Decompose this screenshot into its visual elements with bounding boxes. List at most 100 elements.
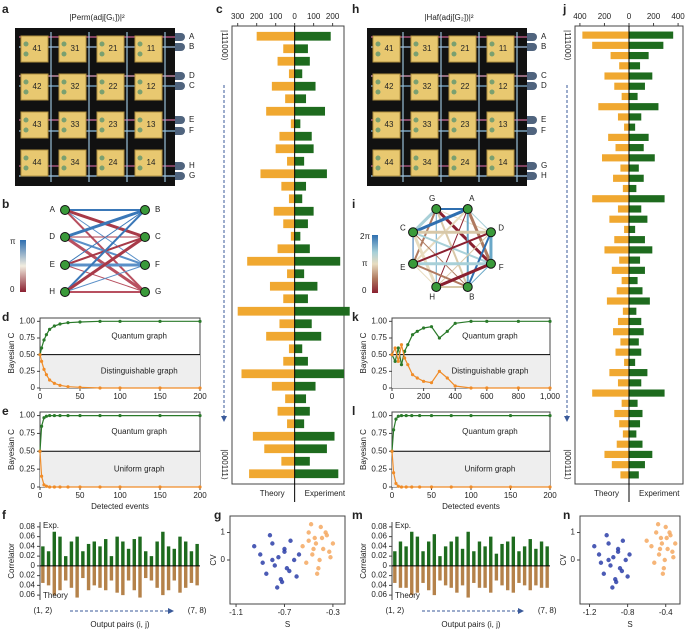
point [158, 413, 162, 418]
y-tick-label: 0.08 [371, 522, 387, 531]
x-tick-label: 100 [113, 491, 127, 500]
cell-label: 41 [33, 44, 42, 53]
point [437, 336, 441, 340]
bar [629, 440, 643, 448]
bar [614, 236, 629, 244]
bar [610, 51, 629, 60]
node [462, 281, 473, 292]
point [396, 346, 400, 350]
bar [620, 471, 629, 479]
plot-frame [231, 25, 345, 485]
cell-dot [413, 41, 419, 47]
cell [372, 149, 401, 177]
bar [294, 44, 308, 54]
bar [138, 536, 142, 566]
y-tick-label: 0.04 [19, 580, 35, 589]
point [306, 530, 311, 535]
node-label: D [498, 223, 504, 232]
bar [620, 338, 629, 346]
cell-label: 13 [147, 120, 156, 129]
point [610, 585, 615, 590]
point [78, 320, 82, 324]
bar [155, 541, 159, 566]
panel-label: i [352, 197, 355, 211]
x-tick-label: 200 [647, 12, 661, 21]
point [627, 552, 632, 557]
cell-label: 44 [385, 158, 394, 167]
x-tick-label: 0 [627, 12, 632, 21]
cell-dot [451, 89, 457, 95]
edge [64, 264, 146, 293]
bar [629, 266, 645, 274]
annotation: Quantum graph [462, 331, 518, 340]
arrow-head [221, 416, 227, 422]
cell-label: 21 [461, 44, 470, 53]
bar [629, 92, 638, 101]
panel-label: j [562, 2, 566, 16]
point [619, 568, 625, 574]
cell-label: 44 [33, 158, 42, 167]
bar [398, 541, 403, 566]
bar [611, 266, 629, 274]
cell-dot [489, 41, 495, 47]
port-label: E [189, 115, 194, 124]
point [275, 585, 280, 590]
annotation: Distinguishable graph [451, 366, 528, 375]
cell-dot [99, 117, 105, 123]
x-tick-label: 0 [38, 491, 43, 500]
region [40, 451, 200, 487]
bar [629, 399, 638, 407]
cell [410, 111, 439, 139]
bar [617, 205, 629, 213]
node [60, 232, 70, 242]
bar [421, 551, 425, 566]
point [66, 385, 70, 389]
bar [629, 287, 643, 295]
point [606, 557, 611, 563]
bar [629, 461, 645, 469]
x-tick-label: 150 [153, 392, 167, 401]
point [469, 386, 473, 390]
bar [629, 113, 642, 121]
x-tick-label: 0 [292, 12, 297, 21]
y-tick-label: 0.50 [371, 350, 387, 359]
bar [86, 565, 91, 591]
bar [629, 174, 644, 182]
bar [629, 389, 665, 397]
cell-dot [137, 165, 143, 171]
point [391, 428, 396, 432]
point [270, 541, 275, 546]
bar [288, 344, 295, 354]
node [485, 258, 496, 269]
colorbar-label: 0 [362, 286, 367, 295]
point [158, 319, 162, 323]
bar [483, 565, 487, 588]
bar [466, 531, 470, 566]
bar [617, 379, 629, 387]
port-label: E [541, 115, 546, 124]
bar [620, 164, 629, 172]
port-label: G [189, 171, 195, 180]
cell-label: 21 [109, 44, 118, 53]
bar [629, 123, 636, 131]
point [278, 577, 284, 582]
bar [283, 219, 295, 229]
bar [58, 565, 62, 591]
bar [629, 246, 653, 254]
bar [294, 244, 310, 254]
point [308, 522, 314, 527]
bar [237, 306, 295, 316]
port [527, 172, 537, 180]
bar [472, 551, 476, 566]
point [300, 544, 305, 549]
bar [264, 444, 295, 454]
point [625, 574, 630, 579]
point [399, 413, 404, 418]
bar [69, 541, 74, 566]
bar [281, 181, 295, 191]
bar [287, 269, 295, 279]
port-label: C [541, 71, 547, 80]
bar [269, 281, 295, 291]
legend-label: Theory [260, 489, 285, 498]
bar [104, 539, 108, 566]
